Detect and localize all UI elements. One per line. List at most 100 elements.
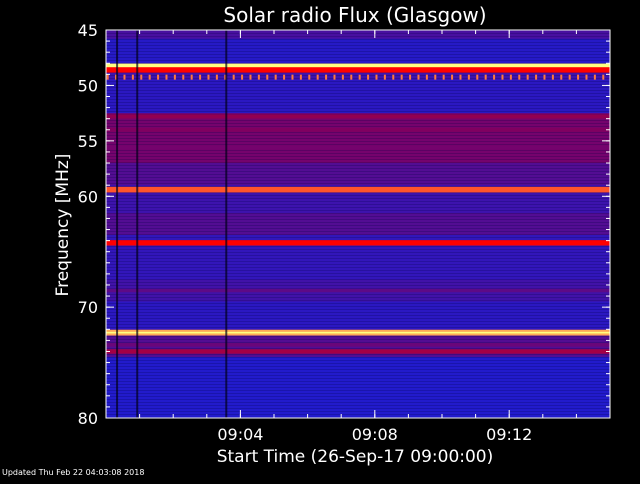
- updated-timestamp: Updated Thu Feb 22 04:03:08 2018: [2, 468, 145, 477]
- periodic-burst: [577, 74, 580, 80]
- y-tick-label: 70: [78, 298, 98, 317]
- y-tick-label: 50: [78, 76, 98, 95]
- dark-column: [136, 30, 139, 418]
- channel-stripe: [106, 324, 610, 325]
- periodic-burst: [493, 74, 496, 80]
- emission-band-core: [106, 65, 610, 68]
- channel-stripe: [106, 294, 610, 295]
- periodic-burst: [543, 74, 546, 80]
- channel-stripe: [106, 309, 610, 310]
- channel-stripe: [106, 138, 610, 139]
- channel-stripe: [106, 177, 610, 178]
- channel-stripe: [106, 384, 610, 385]
- background-level-band: [106, 163, 610, 186]
- periodic-burst: [283, 74, 286, 80]
- dark-column: [116, 30, 119, 418]
- periodic-burst: [249, 74, 252, 80]
- periodic-burst: [476, 74, 479, 80]
- channel-stripe: [106, 102, 610, 103]
- channel-stripe: [106, 339, 610, 340]
- periodic-burst: [274, 74, 277, 80]
- channel-stripe: [106, 48, 610, 49]
- periodic-burst: [325, 74, 328, 80]
- periodic-burst: [215, 74, 218, 80]
- periodic-burst: [509, 74, 512, 80]
- channel-stripe: [106, 336, 610, 337]
- periodic-burst: [291, 74, 294, 80]
- channel-stripe: [106, 60, 610, 61]
- channel-stripe: [106, 354, 610, 355]
- periodic-burst: [131, 74, 134, 80]
- channel-stripe: [106, 180, 610, 181]
- emission-band-core: [106, 331, 610, 334]
- plot-area: [106, 30, 610, 418]
- channel-stripe: [106, 342, 610, 343]
- channel-stripe: [106, 216, 610, 217]
- channel-stripe: [106, 348, 610, 349]
- periodic-burst: [148, 74, 151, 80]
- channel-stripe: [106, 45, 610, 46]
- channel-stripe: [106, 321, 610, 322]
- periodic-burst: [392, 74, 395, 80]
- channel-stripe: [106, 258, 610, 259]
- periodic-burst: [123, 74, 126, 80]
- chart-title: Solar radio Flux (Glasgow): [223, 3, 486, 27]
- periodic-burst: [232, 74, 235, 80]
- periodic-burst: [106, 74, 109, 80]
- periodic-burst: [400, 74, 403, 80]
- emission-band: [106, 343, 610, 347]
- channel-stripe: [106, 213, 610, 214]
- channel-stripe: [106, 81, 610, 82]
- channel-stripe: [106, 198, 610, 199]
- y-tick-label: 60: [78, 187, 98, 206]
- channel-stripe: [106, 315, 610, 316]
- channel-stripe: [106, 312, 610, 313]
- channel-stripe: [106, 246, 610, 247]
- channel-stripe: [106, 228, 610, 229]
- periodic-burst: [585, 74, 588, 80]
- periodic-burst: [459, 74, 462, 80]
- channel-stripe: [106, 372, 610, 373]
- channel-stripe: [106, 408, 610, 409]
- periodic-burst: [333, 74, 336, 80]
- channel-stripe: [106, 93, 610, 94]
- channel-stripe: [106, 393, 610, 394]
- background-level-band: [106, 30, 610, 39]
- channel-stripe: [106, 222, 610, 223]
- channel-stripe: [106, 54, 610, 55]
- channel-stripe: [106, 159, 610, 160]
- channel-stripe: [106, 183, 610, 184]
- periodic-burst: [350, 74, 353, 80]
- periodic-burst: [173, 74, 176, 80]
- channel-stripe: [106, 168, 610, 169]
- channel-stripe: [106, 204, 610, 205]
- channel-stripe: [106, 303, 610, 304]
- periodic-burst: [434, 74, 437, 80]
- channel-stripe: [106, 195, 610, 196]
- channel-stripe: [106, 201, 610, 202]
- channel-stripe: [106, 375, 610, 376]
- periodic-burst: [602, 74, 605, 80]
- channel-stripe: [106, 135, 610, 136]
- background-level-band: [106, 38, 610, 64]
- channel-stripe: [106, 108, 610, 109]
- background-level-band: [106, 357, 610, 418]
- channel-stripe: [106, 225, 610, 226]
- channel-stripe: [106, 165, 610, 166]
- channel-stripe: [106, 36, 610, 37]
- channel-stripe: [106, 306, 610, 307]
- periodic-burst: [358, 74, 361, 80]
- channel-stripe: [106, 273, 610, 274]
- periodic-burst: [199, 74, 202, 80]
- channel-stripe: [106, 387, 610, 388]
- y-tick-label: 55: [78, 132, 98, 151]
- emission-band: [106, 288, 610, 293]
- periodic-burst: [157, 74, 160, 80]
- channel-stripe: [106, 282, 610, 283]
- channel-stripe: [106, 276, 610, 277]
- x-axis-label: Start Time (26-Sep-17 09:00:00): [217, 447, 494, 467]
- periodic-burst: [308, 74, 311, 80]
- channel-stripe: [106, 357, 610, 358]
- periodic-burst: [560, 74, 563, 80]
- channel-stripe: [106, 219, 610, 220]
